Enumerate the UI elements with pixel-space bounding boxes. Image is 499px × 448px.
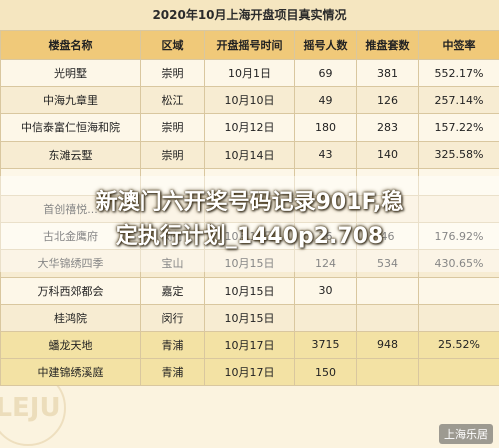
table-cell: 10月1日 [204,58,295,88]
table-cell [204,167,295,196]
table-cell [418,194,499,224]
table-row: 大华锦绣四季 宝山 10月15日 124 534 430.65% [0,249,499,278]
table-cell: 534 [356,249,419,278]
table-cell: 崇明 [140,58,205,88]
table-cell [356,276,419,305]
table-cell: 光明墅 [0,58,141,88]
table-cell: 140 [356,140,419,169]
table-cell: 古北金鹰府 [0,222,141,251]
table-cell [418,358,499,387]
table-cell [356,358,419,387]
table-cell: 闵行 [140,303,205,332]
column-header: 摇号人数 [294,30,357,60]
table-cell: 崇明 [140,113,205,142]
table-cell [294,194,357,224]
table-cell: 嘉定 [140,276,205,305]
table-cell [294,303,357,332]
table-cell: 10月14日 [204,140,295,169]
table-title: 2020年10月上海开盘项目真实情况 [0,0,499,30]
table-cell [356,194,419,224]
table-cell: 大华锦绣四季 [0,249,141,278]
table-cell: 10月15日 [204,303,295,332]
table-cell: 43 [294,140,357,169]
table-row: 万科西郊都会 嘉定 10月15日 30 [0,276,499,305]
table-cell: 万科西郊都会 [0,276,141,305]
table-cell: 松江 [140,86,205,115]
table-cell: 崇明 [140,140,205,169]
site-logo: 上海乐居 [439,424,493,444]
table-cell: 948 [356,330,419,360]
table-row: 中海九章里 松江 10月10日 49 126 257.14% [0,86,499,115]
table-cell: 中信泰富仁恒海和院 [0,113,141,142]
table-cell: 430.65% [418,249,499,278]
overlay-banner [0,176,499,272]
table-cell: 69 [294,58,357,88]
table-cell [294,167,357,196]
table-row: 古北金鹰府 闵行 10月15日 26 46 176.92% [0,222,499,251]
table-row: 中信泰富仁恒海和院 崇明 10月12日 180 283 157.22% [0,113,499,142]
table-row: 光明墅 崇明 10月1日 69 381 552.17% [0,58,499,88]
table-cell: 10月15日 [204,276,295,305]
table-cell: 157.22% [418,113,499,142]
table-row: 蟠龙天地 青浦 10月17日 3715 948 25.52% [0,330,499,360]
column-header: 区域 [140,30,205,60]
table-cell: 381 [356,58,419,88]
table-cell: 124 [294,249,357,278]
table-cell: 49 [294,86,357,115]
table-row [0,167,499,196]
table-cell: 30 [294,276,357,305]
table-cell: 25.52% [418,330,499,360]
watermark-logo: LEJU [0,370,66,446]
table-cell: 180 [294,113,357,142]
overlay-line-1: 新澳门六开奖号码记录901F,稳 [95,190,404,215]
table-cell: 桂鸿院 [0,303,141,332]
table-cell: 10月15日 [204,249,295,278]
table-cell [0,167,141,196]
table-cell: 10月17日 [204,330,295,360]
table-cell [418,303,499,332]
table-cell: 10月12日 [204,113,295,142]
table-cell: 宝山 [140,249,205,278]
table-cell: 325.58% [418,140,499,169]
table-cell: 176.92% [418,222,499,251]
column-header: 推盘套数 [356,30,419,60]
table-row: 东滩云墅 崇明 10月14日 43 140 325.58% [0,140,499,169]
table-cell: 46 [356,222,419,251]
table-cell: 283 [356,113,419,142]
housing-table: 楼盘名称 区域 开盘摇号时间 摇号人数 推盘套数 中签率 光明墅 崇明 10月1日 6… [0,30,499,387]
table-cell: 150 [294,358,357,387]
table-cell [356,167,419,196]
table-cell: 东滩云墅 [0,140,141,169]
table-cell: 10月15日 [204,222,295,251]
column-header: 楼盘名称 [0,30,141,60]
table-cell: 蟠龙天地 [0,330,141,360]
table-cell: 10月17日 [204,358,295,387]
table-cell [418,276,499,305]
table-cell: 闵行 [140,222,205,251]
table-cell: 552.17% [418,58,499,88]
table-cell: 青浦 [140,330,205,360]
table-cell: 青浦 [140,358,205,387]
table-cell: 26 [294,222,357,251]
column-header: 中签率 [418,30,499,60]
overlay-headline: 新澳门六开奖号码记录901F,稳 定执行计划_1440p2.708 [0,186,499,254]
table-cell: 126 [356,86,419,115]
table-row: 桂鸿院 闵行 10月15日 [0,303,499,332]
table-cell [356,303,419,332]
table-cell: 257.14% [418,86,499,115]
table-cell: 3715 [294,330,357,360]
table-row: 中建锦绣溪庭 青浦 10月17日 150 [0,358,499,387]
table-cell: 首创禧悦... [0,194,141,224]
column-header: 开盘摇号时间 [204,30,295,60]
table-cell: 中海九章里 [0,86,141,115]
table-cell: 中建锦绣溪庭 [0,358,141,387]
table-header-row: 楼盘名称 区域 开盘摇号时间 摇号人数 推盘套数 中签率 [0,30,499,60]
overlay-line-2: 定执行计划_1440p2.708 [115,224,384,249]
table-row: 首创禧悦... [0,194,499,224]
table-cell: 10月10日 [204,86,295,115]
